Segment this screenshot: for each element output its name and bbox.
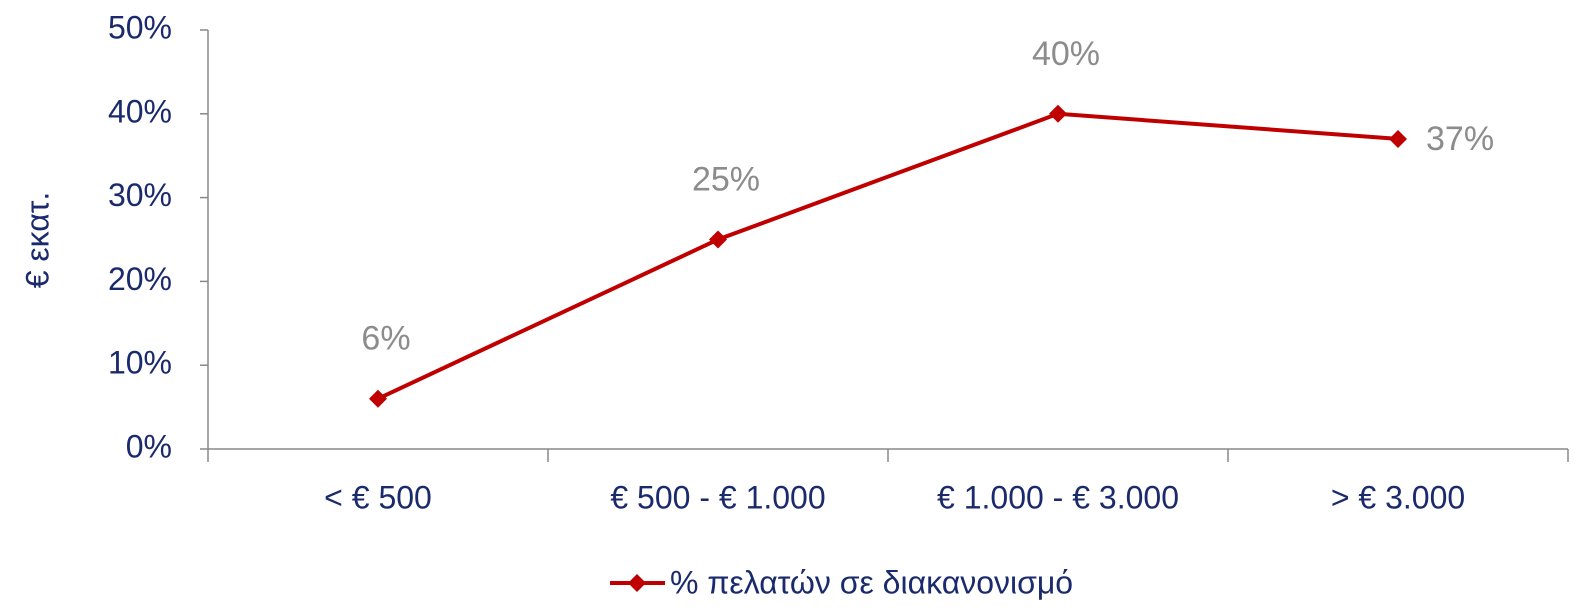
y-axis-label: € εκατ. [19,192,55,289]
data-label: 37% [1426,120,1494,158]
x-tick-label: < € 500 [324,479,432,515]
marker [709,230,727,249]
y-tick-label: 50% [108,9,172,45]
data-label: 25% [692,160,760,198]
legend-marker [628,574,646,592]
x-tick-label: > € 3.000 [1331,479,1465,515]
data-label: 6% [361,320,410,358]
data-label: 40% [1032,35,1100,73]
y-tick-label: 40% [108,93,172,129]
y-tick-label: 10% [108,345,172,381]
x-tick-label: € 500 - € 1.000 [610,479,825,515]
y-tick-label: 0% [126,428,172,464]
x-tick-label: € 1.000 - € 3.000 [937,479,1179,515]
y-tick-label: 20% [108,261,172,297]
marker [1049,104,1067,123]
marker [369,389,387,408]
legend-label: % πελατών σε διακανονισμό [670,564,1073,600]
y-tick-label: 30% [108,177,172,213]
marker [1389,129,1407,148]
series-line [377,111,1399,401]
